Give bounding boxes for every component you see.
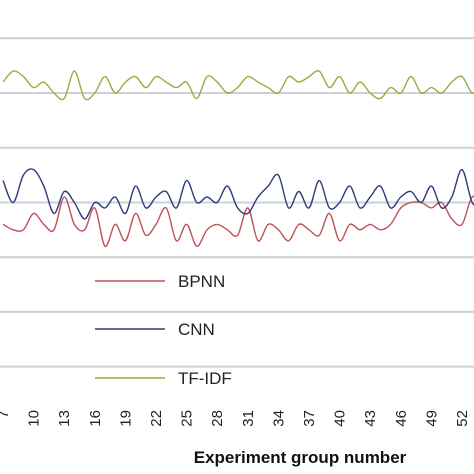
series-line-tf-idf bbox=[2, 70, 474, 101]
gridlines bbox=[0, 37, 474, 368]
series-line-bpnn bbox=[2, 195, 474, 247]
x-tick-labels: 710131619222528313437404346495255 bbox=[0, 410, 471, 427]
series-lines bbox=[2, 70, 474, 247]
x-tick-label-49: 49 bbox=[423, 410, 440, 427]
x-tick-label-52: 52 bbox=[454, 410, 471, 427]
x-tick-label-22: 22 bbox=[148, 410, 165, 427]
x-tick-label-16: 16 bbox=[87, 410, 104, 427]
legend-label-cnn: CNN bbox=[178, 320, 215, 339]
x-tick-label-31: 31 bbox=[240, 410, 257, 427]
series-line-cnn bbox=[2, 168, 474, 220]
x-tick-label-19: 19 bbox=[117, 410, 134, 427]
legend-label-bpnn: BPNN bbox=[178, 272, 225, 291]
x-axis-title: Experiment group number bbox=[194, 448, 407, 467]
legend-label-tfidf: TF-IDF bbox=[178, 369, 232, 388]
x-tick-label-7: 7 bbox=[0, 410, 12, 418]
x-tick-label-37: 37 bbox=[301, 410, 318, 427]
x-tick-label-28: 28 bbox=[209, 410, 226, 427]
x-tick-label-46: 46 bbox=[393, 410, 410, 427]
x-tick-label-43: 43 bbox=[362, 410, 379, 427]
x-tick-label-34: 34 bbox=[270, 410, 287, 427]
x-tick-label-25: 25 bbox=[179, 410, 196, 427]
legend: BPNN CNN TF-IDF bbox=[95, 272, 232, 388]
x-tick-label-13: 13 bbox=[56, 410, 73, 427]
x-tick-label-10: 10 bbox=[26, 410, 43, 427]
x-tick-label-40: 40 bbox=[332, 410, 349, 427]
